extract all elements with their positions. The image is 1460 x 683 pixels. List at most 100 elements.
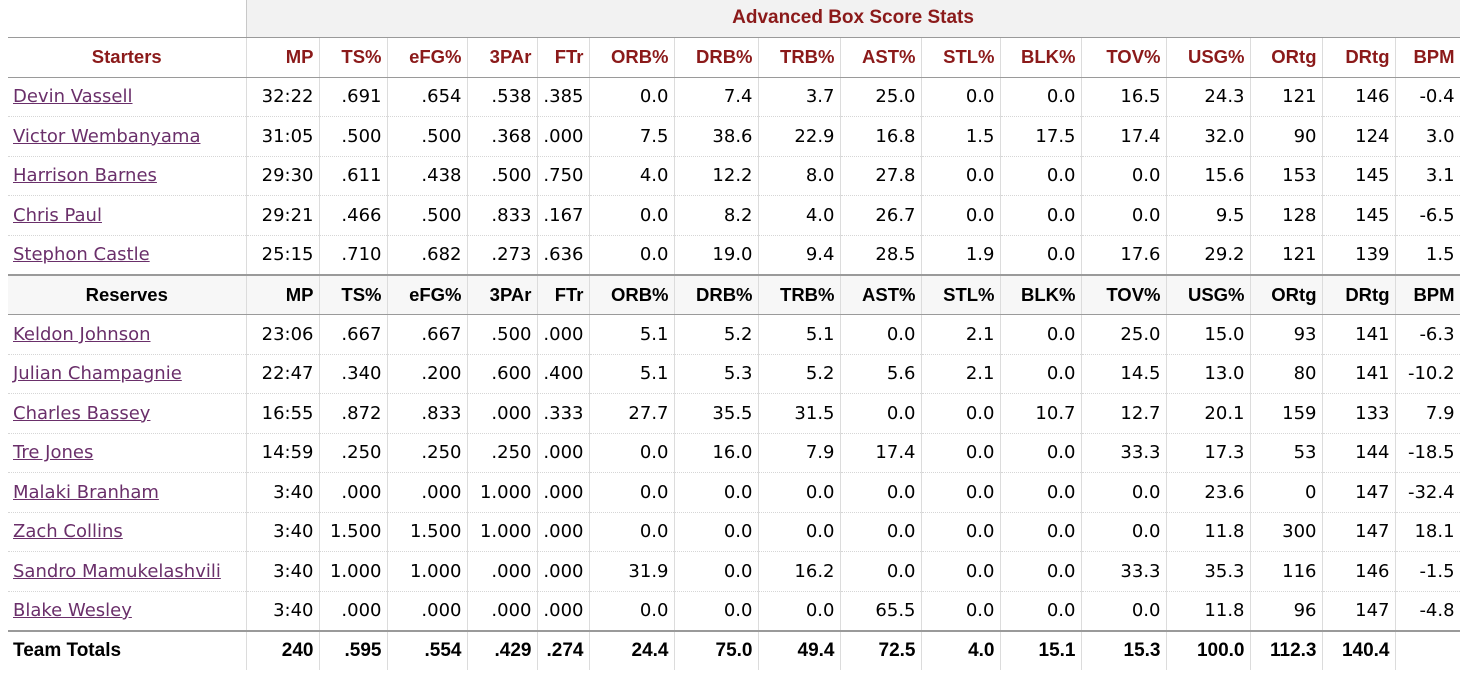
col-header-drtg[interactable]: DRtg — [1322, 37, 1396, 78]
stat-cell-3par: .000 — [467, 591, 538, 631]
col-header-blk[interactable]: BLK% — [1000, 37, 1082, 78]
stat-cell-orb: 0.0 — [589, 235, 675, 275]
stat-cell-bpm: 7.9 — [1395, 393, 1460, 434]
stat-cell-ortg: 121 — [1250, 235, 1323, 275]
col-header-ast[interactable]: AST% — [840, 37, 922, 78]
col-header-trb: TRB% — [758, 273, 841, 315]
stat-cell-trb: 9.4 — [758, 235, 841, 275]
col-header-drb[interactable]: DRB% — [674, 37, 759, 78]
col-header-orb: ORB% — [589, 273, 675, 315]
stat-cell-usg: 29.2 — [1166, 235, 1251, 275]
stat-cell-3par: .368 — [467, 116, 538, 157]
col-header-ortg[interactable]: ORtg — [1250, 37, 1323, 78]
stat-cell-tov: 0.0 — [1081, 591, 1167, 631]
col-header-efg[interactable]: eFG% — [387, 37, 468, 78]
player-name-link[interactable]: Julian Champagnie — [13, 363, 182, 385]
player-name-link[interactable]: Malaki Branham — [13, 481, 159, 503]
stat-cell-orb: 0.0 — [589, 195, 675, 236]
player-name-cell: Sandro Mamukelashvili — [8, 551, 247, 592]
stat-cell-blk: 0.0 — [1000, 77, 1082, 117]
stat-cell-orb: 31.9 — [589, 551, 675, 592]
stat-cell-trb: 0.0 — [758, 591, 841, 631]
total-cell-trb: 49.4 — [758, 629, 841, 670]
stat-cell-bpm: 3.1 — [1395, 156, 1460, 196]
advanced-box-score-table: Advanced Box Score Stats Starters MP TS%… — [8, 0, 1460, 670]
col-header-3par[interactable]: 3PAr — [467, 37, 538, 78]
player-name-link[interactable]: Harrison Barnes — [13, 165, 157, 187]
starters-label[interactable]: Starters — [8, 37, 247, 78]
stat-cell-trb: 8.0 — [758, 156, 841, 196]
stat-cell-drtg: 133 — [1322, 393, 1396, 434]
stat-cell-tov: 33.3 — [1081, 551, 1167, 592]
stat-cell-ast: 26.7 — [840, 195, 922, 236]
stat-cell-tov: 0.0 — [1081, 512, 1167, 552]
player-row: Julian Champagnie 22:47.340.200.600.400 5.… — [8, 354, 1460, 394]
stat-cell-ts: .611 — [319, 156, 388, 196]
col-header-ts: TS% — [319, 273, 388, 315]
player-name-cell: Charles Bassey — [8, 393, 247, 434]
stat-cell-stl: 0.0 — [921, 195, 1001, 236]
col-header-trb[interactable]: TRB% — [758, 37, 841, 78]
col-header-orb[interactable]: ORB% — [589, 37, 675, 78]
col-header-ftr[interactable]: FTr — [537, 37, 590, 78]
stat-cell-ortg: 53 — [1250, 433, 1323, 473]
stat-cell-blk: 0.0 — [1000, 512, 1082, 552]
player-name-link[interactable]: Chris Paul — [13, 204, 102, 226]
stat-cell-blk: 0.0 — [1000, 591, 1082, 631]
stat-cell-orb: 0.0 — [589, 512, 675, 552]
col-header-bpm[interactable]: BPM — [1395, 37, 1460, 78]
col-header-blk: BLK% — [1000, 273, 1082, 315]
stat-cell-drb: 0.0 — [674, 591, 759, 631]
stat-cell-trb: 31.5 — [758, 393, 841, 434]
stat-cell-stl: 0.0 — [921, 433, 1001, 473]
stat-cell-mp: 16:55 — [246, 393, 320, 434]
stat-cell-efg: 1.500 — [387, 512, 468, 552]
stat-cell-tov: 33.3 — [1081, 433, 1167, 473]
stat-cell-ts: 1.500 — [319, 512, 388, 552]
starters-body: Devin Vassell 32:22.691.654.538.385 0.0 7.4… — [8, 77, 1460, 275]
player-name-link[interactable]: Charles Bassey — [13, 402, 151, 424]
player-name-link[interactable]: Keldon Johnson — [13, 323, 151, 345]
stat-cell-usg: 20.1 — [1166, 393, 1251, 434]
stat-cell-drtg: 147 — [1322, 472, 1396, 513]
col-header-usg[interactable]: USG% — [1166, 37, 1251, 78]
stat-cell-drb: 5.2 — [674, 314, 759, 355]
stat-cell-drtg: 141 — [1322, 314, 1396, 355]
stat-cell-ftr: .167 — [537, 195, 590, 236]
stat-cell-orb: 0.0 — [589, 77, 675, 117]
stat-cell-drb: 5.3 — [674, 354, 759, 394]
player-name-link[interactable]: Blake Wesley — [13, 600, 132, 621]
col-header-drb: DRB% — [674, 273, 759, 315]
player-name-link[interactable]: Stephon Castle — [13, 244, 150, 265]
player-name-link[interactable]: Devin Vassell — [13, 86, 133, 108]
col-header-stl[interactable]: STL% — [921, 37, 1001, 78]
stat-cell-drtg: 146 — [1322, 551, 1396, 592]
stat-cell-blk: 0.0 — [1000, 354, 1082, 394]
player-name-cell: Keldon Johnson — [8, 314, 247, 355]
col-header-tov[interactable]: TOV% — [1081, 37, 1167, 78]
stat-cell-blk: 17.5 — [1000, 116, 1082, 157]
col-header-ts[interactable]: TS% — [319, 37, 388, 78]
stat-cell-usg: 35.3 — [1166, 551, 1251, 592]
stat-cell-ast: 65.5 — [840, 591, 922, 631]
stat-cell-ortg: 300 — [1250, 512, 1323, 552]
col-header-mp[interactable]: MP — [246, 37, 320, 78]
player-row: Chris Paul 29:21.466.500.833.167 0.0 8.2 4.0… — [8, 195, 1460, 236]
stat-cell-drb: 12.2 — [674, 156, 759, 196]
stat-cell-efg: .500 — [387, 195, 468, 236]
stat-cell-ftr: .000 — [537, 314, 590, 355]
stat-cell-stl: 0.0 — [921, 393, 1001, 434]
stat-cell-tov: 0.0 — [1081, 156, 1167, 196]
player-name-link[interactable]: Sandro Mamukelashvili — [13, 560, 221, 582]
total-cell-stl: 4.0 — [921, 629, 1001, 670]
player-name-link[interactable]: Victor Wembanyama — [13, 125, 201, 147]
stat-cell-blk: 0.0 — [1000, 433, 1082, 473]
stat-cell-ast: 28.5 — [840, 235, 922, 275]
stat-cell-3par: .000 — [467, 393, 538, 434]
stat-cell-3par: .500 — [467, 156, 538, 196]
player-name-link[interactable]: Tre Jones — [13, 442, 94, 464]
player-name-cell: Julian Champagnie — [8, 354, 247, 394]
stat-cell-blk: 0.0 — [1000, 314, 1082, 355]
player-name-link[interactable]: Zach Collins — [13, 521, 123, 543]
stat-cell-mp: 25:15 — [246, 235, 320, 275]
